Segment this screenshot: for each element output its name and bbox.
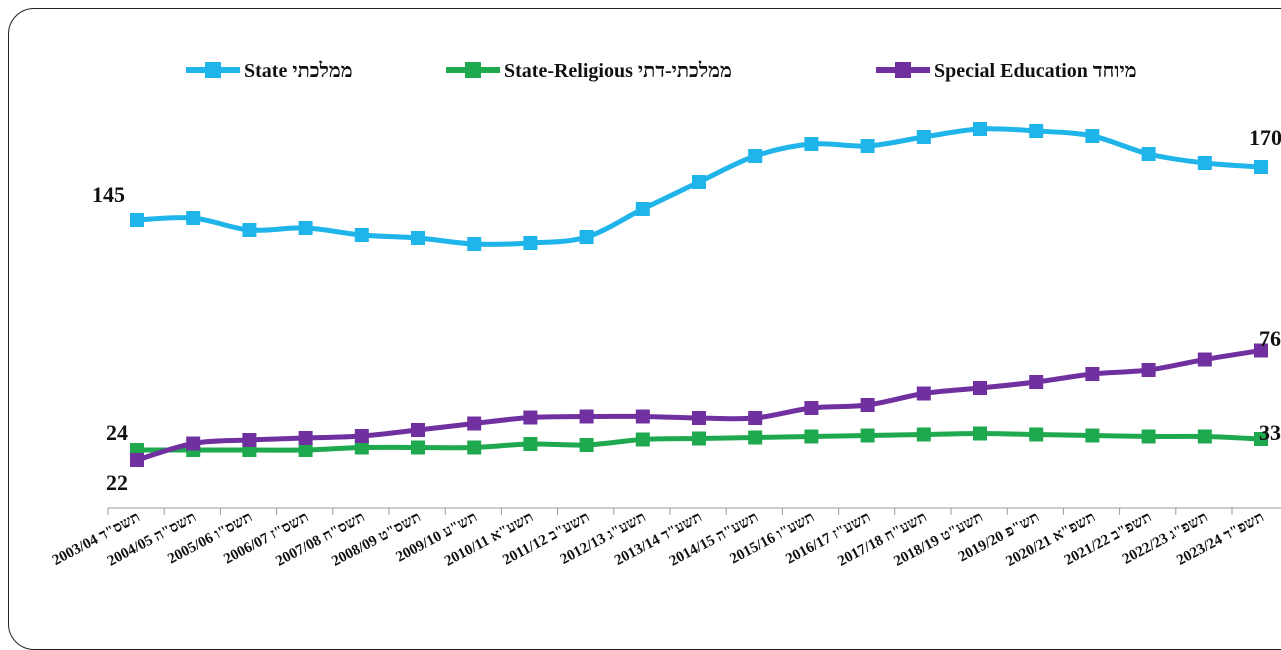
data-point-special-education: [298, 431, 313, 445]
data-point-state: [692, 175, 706, 189]
data-point-state-religious: [523, 437, 538, 451]
data-point-state-religious: [467, 440, 482, 455]
data-point-state: [1141, 147, 1156, 161]
data-point-state-religious: [411, 440, 425, 455]
series-layer: [130, 122, 1268, 467]
data-point-state-religious: [298, 443, 313, 457]
data-point-state-religious: [916, 427, 931, 442]
state-start-label: 145: [92, 182, 125, 207]
legend-label-special-education: Special Education מיוחד: [934, 60, 1137, 82]
data-point-state: [973, 122, 987, 136]
data-point-state: [467, 237, 482, 251]
legend-label-state-religious: State-Religious ממלכתי-דתי: [504, 60, 732, 82]
data-point-special-education: [186, 436, 201, 451]
data-point-special-education: [692, 411, 706, 425]
data-point-special-education: [467, 416, 482, 431]
data-point-state-religious: [1197, 429, 1212, 444]
data-point-special-education: [860, 398, 875, 412]
legend-item-special-education: Special Education מיוחד: [876, 60, 1137, 82]
data-point-special-education: [1197, 352, 1212, 367]
data-point-state: [579, 230, 594, 244]
data-point-state: [860, 139, 875, 153]
data-point-special-education: [1254, 343, 1268, 358]
data-point-state-religious: [1141, 429, 1156, 444]
data-point-state: [1197, 156, 1212, 170]
data-point-special-education: [804, 401, 819, 415]
data-point-state: [523, 236, 538, 250]
series-state-religious: [130, 426, 1268, 457]
legend-marker-special-education: [895, 62, 911, 78]
data-point-state-religious: [635, 432, 650, 447]
data-point-state: [916, 130, 931, 144]
legend: State ממלכתי State-Religious ממלכתי-דתי …: [186, 60, 1137, 82]
data-point-state-religious: [804, 429, 819, 444]
legend-marker-state-religious: [465, 62, 481, 78]
data-point-state: [298, 221, 313, 235]
data-point-special-education: [1141, 363, 1156, 377]
data-point-special-education: [579, 409, 594, 424]
data-point-special-education: [523, 410, 538, 425]
state-end-label: 170: [1249, 125, 1281, 150]
data-point-state-religious: [860, 428, 875, 443]
state-religious-end-label: 33: [1259, 420, 1281, 445]
data-point-special-education: [973, 381, 987, 395]
data-point-special-education: [242, 433, 257, 447]
legend-marker-state: [205, 62, 221, 78]
data-point-state: [1085, 129, 1100, 143]
data-point-state: [242, 223, 257, 237]
data-point-special-education: [130, 453, 144, 467]
data-point-state-religious: [354, 440, 369, 455]
legend-label-state: State ממלכתי: [244, 60, 353, 82]
line-chart: State ממלכתי State-Religious ממלכתי-דתי …: [50, 60, 1281, 570]
data-point-state: [748, 149, 763, 163]
data-point-special-education: [916, 386, 931, 401]
chart-frame: [8, 8, 1281, 650]
data-point-state-religious: [1085, 428, 1100, 443]
x-axis-ticks: [107, 508, 1233, 515]
data-point-state: [1029, 124, 1044, 138]
legend-item-state-religious: State-Religious ממלכתי-דתי: [446, 60, 732, 82]
special-education-start-label: 22: [106, 470, 128, 495]
data-point-state-religious: [1254, 432, 1268, 446]
data-point-special-education: [1029, 375, 1044, 389]
data-point-special-education: [411, 423, 425, 437]
series-state: [130, 122, 1268, 251]
data-point-state-religious: [1029, 427, 1044, 442]
data-point-special-education: [1085, 367, 1100, 381]
data-point-state-religious: [579, 438, 594, 452]
data-point-state: [354, 228, 369, 242]
data-point-state: [1254, 160, 1268, 174]
data-point-state: [186, 211, 201, 225]
data-point-state-religious: [692, 431, 706, 446]
special-education-end-label: 76: [1259, 326, 1281, 351]
series-special-education: [130, 343, 1268, 467]
data-point-special-education: [748, 411, 763, 425]
data-point-special-education: [635, 409, 650, 424]
data-point-state-religious: [748, 430, 763, 445]
data-point-state: [130, 213, 144, 227]
state-religious-start-label: 24: [106, 420, 128, 445]
data-point-state: [411, 231, 425, 245]
data-point-state: [804, 137, 819, 151]
data-point-state: [635, 202, 650, 216]
legend-item-state: State ממלכתי: [186, 60, 353, 82]
data-point-state-religious: [973, 426, 987, 441]
data-point-special-education: [354, 429, 369, 443]
